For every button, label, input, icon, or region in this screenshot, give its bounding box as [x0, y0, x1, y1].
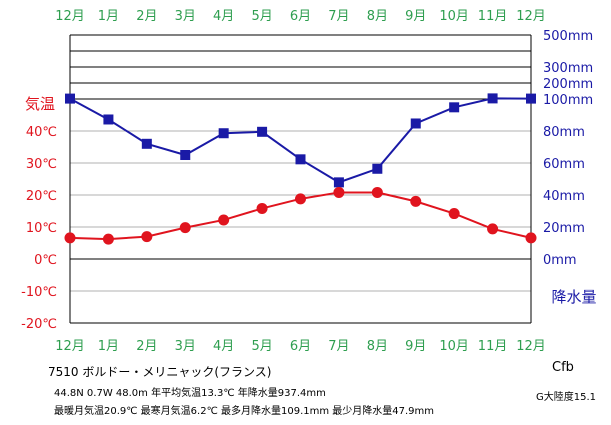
temperature-point [448, 208, 460, 220]
month-label-bottom: 12月 [516, 339, 546, 354]
month-label-top: 9月 [405, 9, 426, 24]
month-label-bottom: 12月 [55, 339, 85, 354]
precipitation-point [103, 114, 114, 125]
month-label-bottom: 11月 [478, 339, 508, 354]
chart-grid [70, 34, 531, 292]
temperature-point [256, 202, 268, 214]
precipitation-point [218, 128, 229, 139]
month-label-top: 12月 [516, 9, 546, 24]
temperature-axis-label: 気温 [25, 95, 55, 113]
precipitation-tick: 20mm [543, 221, 585, 236]
precipitation-point [65, 93, 75, 104]
month-label-top: 12月 [55, 9, 85, 24]
top-month-labels: 12月 1月 2月 3月 4月 5月 6月 7月 8月 9月 10月 11月 12月 [55, 9, 546, 24]
precipitation-tick: 300mm [543, 61, 593, 76]
temperature-tick: 20℃ [26, 189, 57, 204]
precipitation-point [180, 150, 191, 160]
precipitation-point [141, 138, 152, 149]
month-label-bottom: 6月 [290, 339, 311, 354]
month-label-bottom: 1月 [98, 339, 119, 354]
climate-class: Cfb [552, 360, 574, 375]
temperature-tick: -10℃ [21, 285, 57, 300]
precipitation-point [487, 93, 498, 104]
temperature-point [525, 232, 537, 244]
temperature-point [64, 232, 76, 244]
precipitation-line [69, 97, 532, 184]
month-label-top: 3月 [175, 9, 196, 24]
month-label-bottom: 8月 [367, 339, 388, 354]
month-label-top: 5月 [251, 9, 272, 24]
precipitation-tick: 200mm [543, 77, 593, 92]
precipitation-point [295, 154, 306, 165]
month-label-top: 10月 [439, 9, 469, 24]
month-label-bottom: 5月 [251, 339, 272, 354]
temperature-point [102, 233, 114, 245]
month-label-bottom: 2月 [136, 339, 157, 354]
temperature-point [141, 231, 153, 243]
precipitation-point [372, 163, 383, 174]
month-label-top: 6月 [290, 9, 311, 24]
bottom-month-labels: 12月 1月 2月 3月 4月 5月 6月 7月 8月 9月 10月 11月 12月 [55, 339, 546, 354]
temperature-tick-labels: 40℃ 30℃ 20℃ 10℃ 0℃ -10℃ -20℃ [21, 125, 57, 332]
temperature-point [295, 193, 306, 205]
precipitation-tick: 500mm [543, 29, 593, 44]
temperature-tick: 30℃ [26, 157, 57, 172]
continentality-index: G大陸度15.1 [536, 392, 597, 403]
temperature-point [410, 195, 422, 207]
temperature-point [218, 214, 230, 226]
station-stats-line-2: 最暖月気温20.9℃ 最寒月気温6.2℃ 最多月降水量109.1mm 最少月降水… [54, 406, 435, 417]
precipitation-tick: 60mm [543, 157, 585, 172]
station-name: 7510 ボルドー・メリニャック(フランス) [48, 365, 272, 379]
month-label-bottom: 4月 [213, 339, 234, 354]
temperature-point [333, 186, 345, 198]
month-label-top: 8月 [367, 9, 388, 24]
precipitation-point [257, 126, 268, 137]
precipitation-point [526, 93, 536, 104]
temperature-point [179, 222, 191, 234]
month-label-bottom: 10月 [439, 339, 469, 354]
month-label-top: 11月 [478, 9, 508, 24]
precipitation-point [410, 118, 421, 129]
temperature-series [64, 186, 537, 245]
temperature-point [371, 186, 383, 198]
month-label-top: 4月 [213, 9, 234, 24]
month-label-bottom: 3月 [175, 339, 196, 354]
plot-frame [69, 35, 532, 324]
temperature-tick: 10℃ [26, 221, 57, 236]
month-label-bottom: 9月 [405, 339, 426, 354]
precipitation-point [333, 177, 344, 188]
month-label-bottom: 7月 [328, 339, 349, 354]
precipitation-series [65, 93, 536, 188]
temperature-tick: 0℃ [34, 253, 57, 268]
precipitation-point [449, 102, 460, 113]
precipitation-tick: 40mm [543, 189, 585, 204]
month-label-top: 1月 [98, 9, 119, 24]
temperature-tick: -20℃ [21, 317, 57, 332]
precipitation-tick: 80mm [543, 125, 585, 140]
precipitation-tick: 100mm [543, 93, 593, 108]
precipitation-tick: 0mm [543, 253, 577, 268]
month-label-top: 7月 [328, 9, 349, 24]
temperature-point [487, 223, 499, 235]
temperature-tick: 40℃ [26, 125, 57, 140]
precipitation-axis-label: 降水量 [551, 288, 596, 306]
station-stats-line-1: 44.8N 0.7W 48.0m 年平均気温13.3℃ 年降水量937.4mm [54, 388, 326, 399]
month-label-top: 2月 [136, 9, 157, 24]
